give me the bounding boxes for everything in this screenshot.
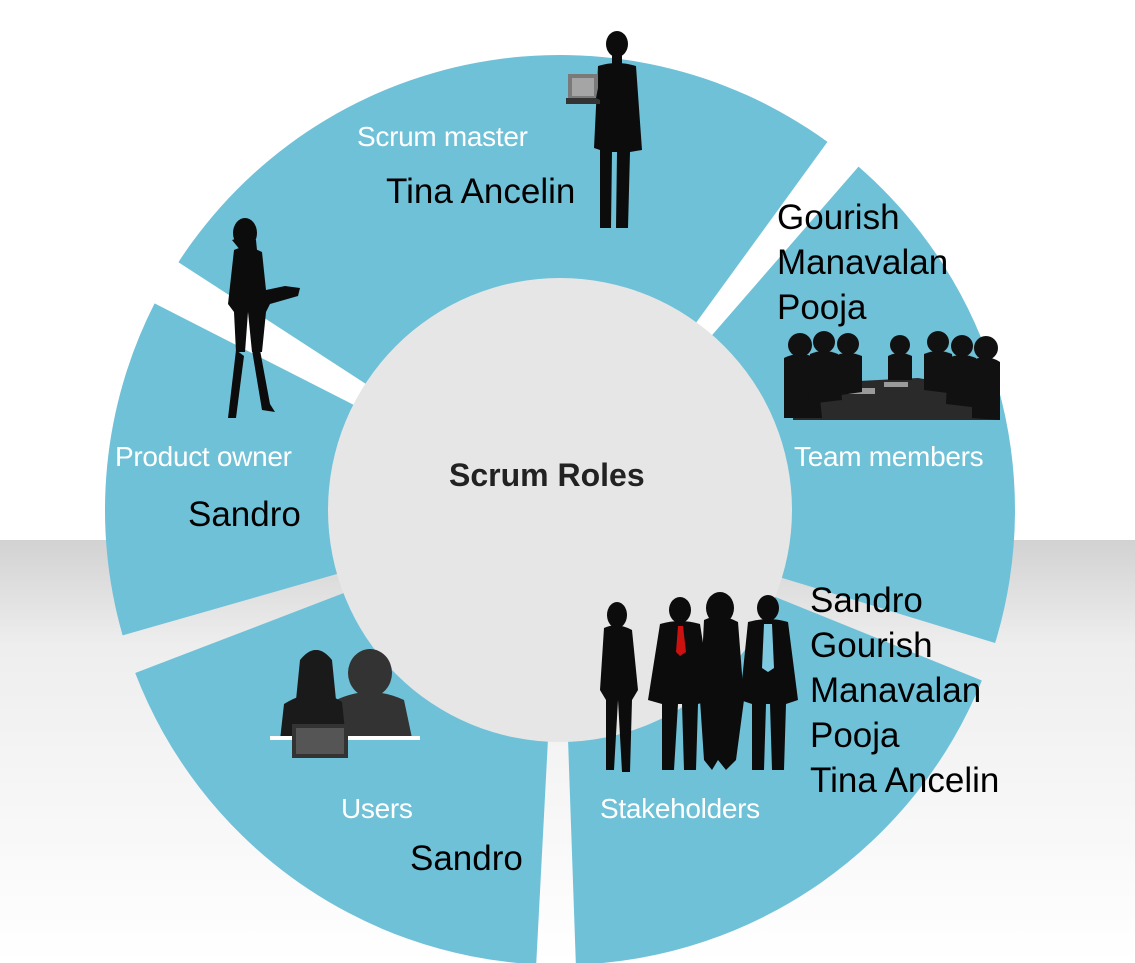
segment-stakeholders [567,591,982,963]
segment-product-owner [105,303,366,636]
role-label-stakeholders: Stakeholders [600,793,760,824]
role-label-users: Users [341,793,413,824]
segment-users [135,588,549,963]
stakeholders-names: Sandro Gourish Manavalan Pooja Tina Ance… [810,578,999,803]
person-name: Sandro [810,581,923,620]
meeting-group-icon [784,331,1000,420]
role-label-scrum-master: Scrum master [357,121,528,152]
person-name: Pooja [810,716,900,755]
presenting-woman-icon [228,218,300,418]
person-name: Manavalan [810,671,982,710]
users-names: Sandro [410,836,523,881]
person-name: Pooja [777,288,867,327]
role-label-product-owner: Product owner [115,441,292,472]
center-label: Scrum Roles [449,457,645,493]
team-members-names: Gourish Manavalan Pooja [777,195,948,330]
role-label-team-members: Team members [794,441,984,472]
person-name: Gourish [777,198,900,237]
person-name: Tina Ancelin [386,172,576,211]
person-name: Manavalan [777,243,949,282]
person-name: Sandro [188,495,301,534]
person-name: Tina Ancelin [810,761,1000,800]
product-owner-names: Sandro [188,492,301,537]
business-group-icon [600,592,798,772]
users-at-laptop-icon [270,649,420,758]
person-with-laptop-icon [566,31,642,228]
person-name: Sandro [410,839,523,878]
person-name: Gourish [810,626,933,665]
scrum-master-names: Tina Ancelin [386,169,575,214]
